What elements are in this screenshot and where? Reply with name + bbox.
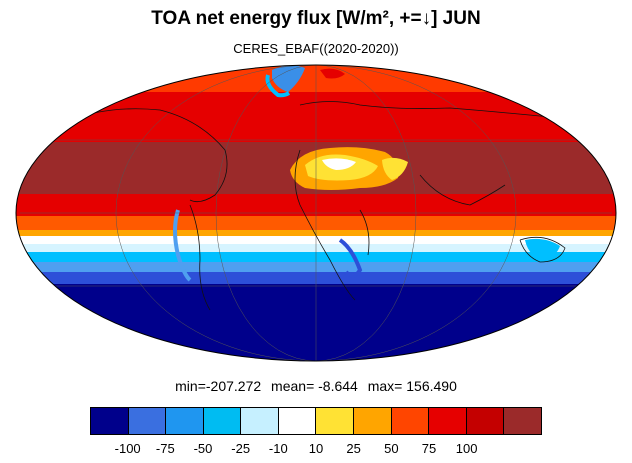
colorbar-label: -10 bbox=[268, 441, 288, 456]
stat-mean: mean= -8.644 bbox=[271, 378, 358, 394]
colorbar-cell bbox=[241, 408, 279, 434]
colorbar-label: -50 bbox=[193, 441, 213, 456]
andes-feature bbox=[173, 209, 192, 282]
coastlines bbox=[69, 101, 566, 311]
colorbar-cell bbox=[278, 408, 317, 434]
graticule bbox=[20, 65, 612, 361]
arabia-region bbox=[382, 157, 408, 180]
arctic-islands bbox=[320, 68, 345, 79]
colorbar-cell bbox=[91, 408, 129, 434]
colorbar-label: -25 bbox=[231, 441, 251, 456]
sahara-white bbox=[322, 158, 356, 170]
globe-outline bbox=[15, 64, 617, 362]
colorbar-label: 100 bbox=[455, 441, 478, 456]
colorbar-cell bbox=[466, 408, 505, 434]
flux-field bbox=[16, 65, 616, 361]
stat-max: max= 156.490 bbox=[367, 378, 457, 394]
colorbar-cell bbox=[354, 408, 392, 434]
colorbar-cell bbox=[504, 408, 541, 434]
stat-min: min=-207.272 bbox=[175, 378, 262, 394]
colorbar-cell bbox=[316, 408, 355, 434]
colorbar-labels: -100 -75 -50 -25 -10 10 25 50 75 100 bbox=[90, 441, 542, 457]
greenland-edge bbox=[265, 74, 291, 98]
stats-line: min=-207.272 mean= -8.644 max= 156.490 bbox=[0, 378, 632, 394]
colorbar-cell bbox=[429, 408, 467, 434]
map-subtitle: CERES_EBAF((2020-2020)) bbox=[233, 41, 399, 56]
south-africa-feature bbox=[338, 238, 363, 278]
map-title: TOA net energy flux [W/m², +=↓] JUN bbox=[151, 8, 481, 29]
colorbar-label: 25 bbox=[346, 441, 361, 456]
colorbar-cell bbox=[203, 408, 242, 434]
colorbar-cell bbox=[128, 408, 167, 434]
colorbar bbox=[90, 407, 542, 435]
australia-feature bbox=[525, 238, 560, 260]
world-map bbox=[15, 64, 617, 362]
colorbar-label: 10 bbox=[308, 441, 324, 456]
colorbar-cell bbox=[166, 408, 204, 434]
colorbar-label: 75 bbox=[421, 441, 437, 456]
colorbar-cell bbox=[391, 408, 430, 434]
colorbar-label: -75 bbox=[155, 441, 175, 456]
greenland-region bbox=[272, 65, 305, 92]
colorbar-label: -100 bbox=[114, 441, 141, 456]
colorbar-label: 50 bbox=[384, 441, 399, 456]
